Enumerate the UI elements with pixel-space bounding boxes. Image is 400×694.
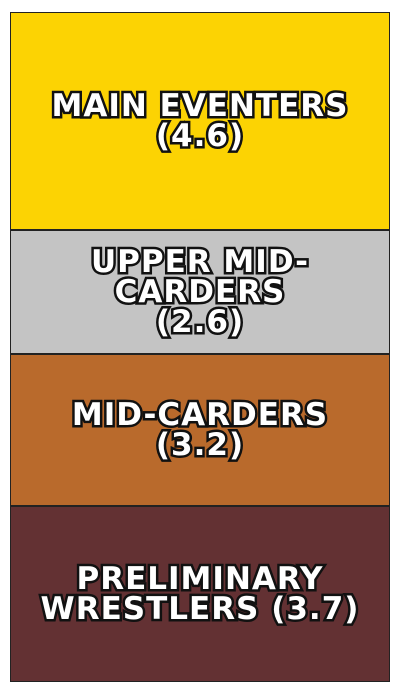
tier-label: UPPER MID-CARDERS (2.6) [50,244,350,340]
category-label: PRELIMINARY WRESTLERS [38,561,325,628]
category-label: MID-CARDERS [69,397,329,434]
tier: MID-CARDERS (3.2) [10,354,390,507]
category-label: UPPER MID-CARDERS [88,244,310,310]
tier-label: MID-CARDERS (3.2) [69,397,329,464]
tier-label: PRELIMINARY WRESTLERS (3.7) [20,561,380,628]
category-label: MAIN EVENTERS [49,87,350,124]
tier-label: MAIN EVENTERS (4.6) [35,87,365,154]
tier: MAIN EVENTERS (4.6) [10,12,390,230]
value-label: (3.7) [269,591,361,628]
chart: MAIN EVENTERS (4.6) UPPER MID-CARDERS (2.… [10,12,390,682]
tier: PRELIMINARY WRESTLERS (3.7) [10,506,390,682]
value-label: (3.2) [153,427,245,464]
value-label: (4.6) [153,117,245,154]
tier: UPPER MID-CARDERS (2.6) [10,229,390,355]
value-label: (2.6) [153,304,245,340]
